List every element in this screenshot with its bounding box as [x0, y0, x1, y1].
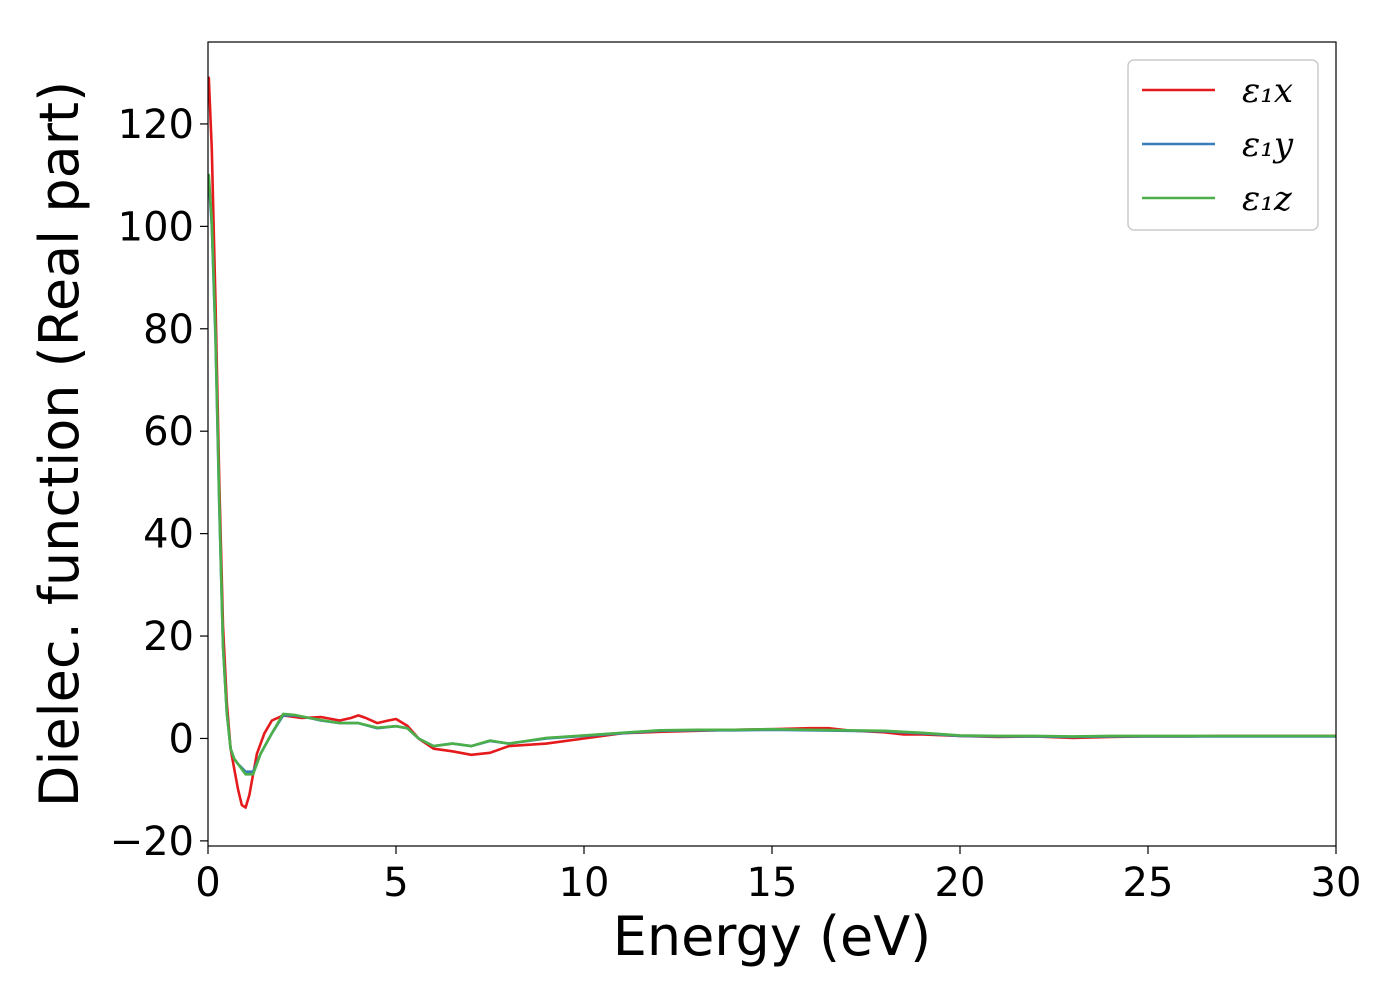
x-tick-label: 20	[935, 860, 986, 906]
x-tick-label: 30	[1311, 860, 1362, 906]
x-tick-label: 15	[747, 860, 798, 906]
legend-entry: ε₁x	[1242, 71, 1293, 111]
y-tick-label: 60	[143, 409, 194, 455]
x-tick-label: 10	[559, 860, 610, 906]
legend-entry: ε₁z	[1242, 179, 1293, 219]
y-tick-label: −20	[110, 819, 194, 865]
legend: ε₁x ε₁y ε₁z	[1127, 59, 1319, 231]
x-tick-label: 0	[195, 860, 220, 906]
x-tick-label: 25	[1123, 860, 1174, 906]
x-axis-label: Energy (eV)	[613, 905, 932, 968]
x-tick-label: 5	[383, 860, 408, 906]
y-tick-label: 80	[143, 307, 194, 353]
y-tick-label: 20	[143, 614, 194, 660]
y-axis-ticks: −20 0 20 40 60 80 100 120	[110, 102, 208, 865]
y-tick-label: 40	[143, 512, 194, 558]
y-axis-label: Dielec. function (Real part)	[28, 81, 91, 807]
y-tick-label: 0	[169, 716, 194, 762]
y-tick-label: 100	[118, 204, 194, 250]
y-tick-label: 120	[118, 102, 194, 148]
x-axis-ticks: 0 5 10 15 20 25 30	[195, 846, 1361, 906]
series-line-3	[208, 173, 1336, 776]
series-layer	[208, 76, 1336, 809]
legend-box	[1127, 59, 1319, 231]
legend-entry: ε₁y	[1242, 125, 1294, 165]
